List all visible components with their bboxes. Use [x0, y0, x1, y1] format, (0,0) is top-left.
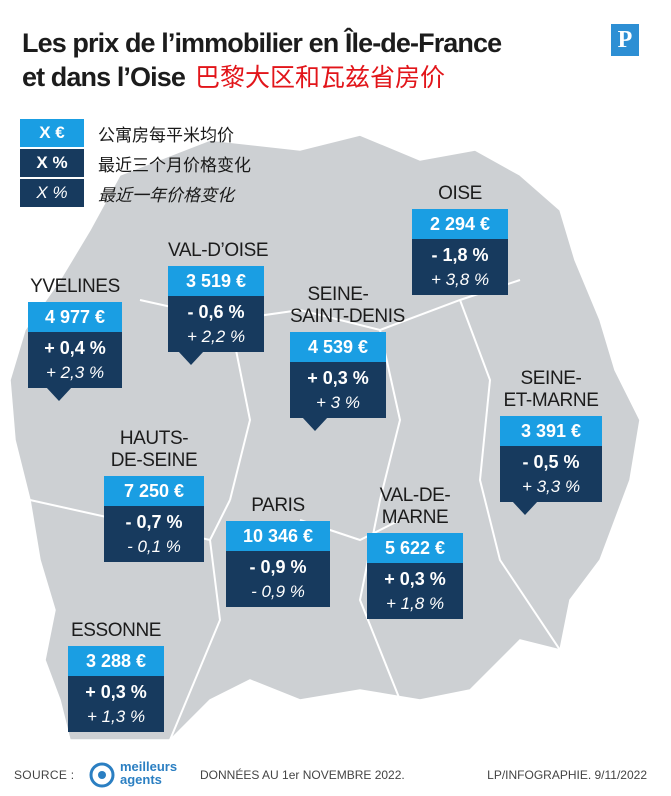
- pointer-tail: [302, 417, 328, 431]
- dept-essonne: ESSONNE 3 288 € + 0,3 % + 1,3 %: [68, 620, 164, 732]
- dept-seine-et-marne: SEINE- ET-MARNE 3 391 € - 0,5 % + 3,3 %: [500, 368, 602, 515]
- change-3-months: + 0,4 %: [28, 332, 122, 362]
- dept-box: 7 250 € - 0,7 % - 0,1 %: [104, 476, 204, 562]
- title-chinese: 巴黎大区和瓦兹省房价: [194, 63, 445, 92]
- meilleurs-agents-wordmark: meilleurs agents: [120, 759, 178, 787]
- dept-paris: PARIS 10 346 € - 0,9 % - 0,9 %: [226, 495, 330, 607]
- change-3-months: + 0,3 %: [290, 362, 386, 392]
- change-1-year: + 1,8 %: [367, 593, 463, 619]
- title-line-1: Les prix de l’immobilier en Île-de-Franc…: [22, 28, 502, 58]
- legend-swatch-1y: X %: [20, 179, 84, 207]
- dept-name: PARIS: [251, 495, 305, 516]
- border-line: [358, 329, 402, 701]
- dept-box: 3 391 € - 0,5 % + 3,3 %: [500, 416, 602, 515]
- dept-box: 3 519 € - 0,6 % + 2,2 %: [168, 266, 264, 365]
- price-per-sqm: 3 391 €: [500, 416, 602, 446]
- price-per-sqm: 4 977 €: [28, 302, 122, 332]
- dept-box: 2 294 € - 1,8 % + 3,8 %: [412, 209, 508, 295]
- change-3-months: + 0,3 %: [68, 676, 164, 706]
- legend-row-1y: X % 最近一年价格变化: [20, 178, 251, 208]
- change-1-year: + 1,3 %: [68, 706, 164, 732]
- dept-box: 10 346 € - 0,9 % - 0,9 %: [226, 521, 330, 607]
- change-1-year: + 2,3 %: [28, 362, 122, 388]
- dept-name: VAL-D’OISE: [168, 240, 269, 261]
- chart-title: Les prix de l’immobilier en Île-de-Franc…: [22, 26, 502, 95]
- legend-row-price: X € 公寓房每平米均价: [20, 118, 251, 148]
- change-3-months: - 0,7 %: [104, 506, 204, 536]
- data-date-note: DONNÉES AU 1er NOVEMBRE 2022.: [200, 768, 405, 782]
- price-per-sqm: 3 519 €: [168, 266, 264, 296]
- pointer-tail: [512, 501, 538, 515]
- dept-hauts-de-seine: HAUTS- DE-SEINE 7 250 € - 0,7 % - 0,1 %: [104, 428, 204, 562]
- dept-box: 3 288 € + 0,3 % + 1,3 %: [68, 646, 164, 732]
- price-per-sqm: 7 250 €: [104, 476, 204, 506]
- dept-name: SEINE- SAINT-DENIS: [290, 284, 405, 327]
- legend-swatch-3m: X %: [20, 149, 84, 177]
- change-1-year: + 3 %: [290, 392, 386, 418]
- change-1-year: + 3,8 %: [412, 269, 508, 295]
- dept-name: HAUTS- DE-SEINE: [110, 428, 198, 471]
- price-per-sqm: 3 288 €: [68, 646, 164, 676]
- le-parisien-logo: P: [611, 24, 639, 56]
- change-3-months: - 0,6 %: [168, 296, 264, 326]
- title-line-2: et dans l’Oise 巴黎大区和瓦兹省房价: [22, 60, 501, 95]
- change-3-months: - 0,9 %: [226, 551, 330, 581]
- price-per-sqm: 4 539 €: [290, 332, 386, 362]
- dept-name: ESSONNE: [70, 620, 162, 641]
- dept-seine-saint-denis: SEINE- SAINT-DENIS 4 539 € + 0,3 % + 3 %: [290, 284, 405, 431]
- dept-box: 4 539 € + 0,3 % + 3 %: [290, 332, 386, 431]
- legend-label-3m: 最近三个月价格变化: [98, 155, 251, 176]
- change-3-months: - 1,8 %: [412, 239, 508, 269]
- dept-oise: OISE 2 294 € - 1,8 % + 3,8 %: [412, 183, 508, 295]
- legend-label-price: 公寓房每平米均价: [98, 125, 234, 146]
- meilleurs-agents-logo-icon: [89, 762, 115, 788]
- border-line: [459, 299, 561, 651]
- change-3-months: + 0,3 %: [367, 563, 463, 593]
- change-1-year: - 0,9 %: [226, 581, 330, 607]
- dept-name: SEINE- ET-MARNE: [503, 368, 599, 411]
- dept-name: YVELINES: [30, 276, 120, 297]
- price-per-sqm: 10 346 €: [226, 521, 330, 551]
- legend: X € 公寓房每平米均价 X % 最近三个月价格变化 X % 最近一年价格变化: [20, 118, 251, 208]
- price-per-sqm: 5 622 €: [367, 533, 463, 563]
- dept-box: 4 977 € + 0,4 % + 2,3 %: [28, 302, 122, 401]
- dept-box: 5 622 € + 0,3 % + 1,8 %: [367, 533, 463, 619]
- change-1-year: - 0,1 %: [104, 536, 204, 562]
- pointer-tail: [178, 351, 204, 365]
- infographic-credit: LP/INFOGRAPHIE. 9/11/2022: [487, 768, 647, 782]
- dept-name: VAL-DE- MARNE: [379, 485, 451, 528]
- border-line: [169, 539, 222, 741]
- legend-label-1y: 最近一年价格变化: [98, 185, 234, 206]
- dept-val-doise: VAL-D’OISE 3 519 € - 0,6 % + 2,2 %: [168, 240, 269, 365]
- footer: SOURCE : meilleurs agents DONNÉES AU 1er…: [0, 760, 671, 788]
- dept-val-de-marne: VAL-DE- MARNE 5 622 € + 0,3 % + 1,8 %: [367, 485, 463, 619]
- legend-swatch-price: X €: [20, 119, 84, 147]
- pointer-tail: [46, 387, 72, 401]
- border-line: [229, 319, 252, 501]
- price-per-sqm: 2 294 €: [412, 209, 508, 239]
- dept-name: OISE: [438, 183, 482, 204]
- title-line-2-text: et dans l’Oise: [22, 62, 186, 92]
- change-1-year: + 2,2 %: [168, 326, 264, 352]
- legend-row-3m: X % 最近三个月价格变化: [20, 148, 251, 178]
- source-label: SOURCE :: [14, 768, 75, 782]
- dept-yvelines: YVELINES 4 977 € + 0,4 % + 2,3 %: [28, 276, 122, 401]
- change-1-year: + 3,3 %: [500, 476, 602, 502]
- change-3-months: - 0,5 %: [500, 446, 602, 476]
